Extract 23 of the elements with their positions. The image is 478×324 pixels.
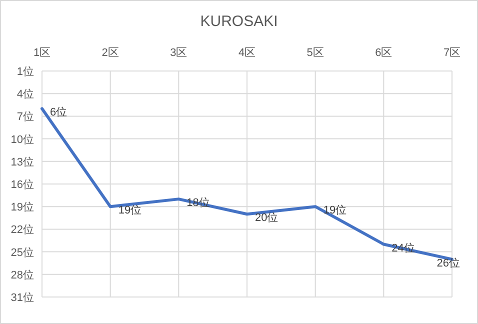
data-label: 6位: [50, 106, 68, 119]
y-tick-label: 7位: [16, 111, 34, 124]
x-tick-label: 4区: [238, 47, 256, 59]
y-tick-label: 10位: [10, 134, 34, 146]
y-tick-label: 19位: [10, 202, 34, 214]
x-tick-label: 3区: [170, 47, 188, 59]
data-label: 20位: [255, 212, 278, 224]
y-tick-label: 25位: [10, 246, 34, 259]
y-tick-label: 22位: [10, 224, 34, 236]
data-label: 26位: [436, 257, 460, 270]
y-tick-label: 28位: [10, 269, 34, 282]
x-tick-label: 1区: [33, 47, 51, 59]
chart-title: KUROSAKI: [200, 13, 278, 30]
x-tick-label: 5区: [306, 47, 324, 59]
y-tick-label: 4位: [16, 88, 34, 101]
y-tick-label: 13位: [10, 156, 34, 168]
y-tick-label: 1位: [16, 66, 34, 78]
data-label: 19位: [118, 204, 142, 217]
x-tick-label: 2区: [102, 47, 119, 59]
y-tick-label: 31位: [10, 292, 34, 304]
y-tick-label: 16位: [10, 179, 34, 191]
x-tick-label: 6区: [375, 47, 392, 59]
x-tick-label: 7区: [443, 47, 461, 59]
